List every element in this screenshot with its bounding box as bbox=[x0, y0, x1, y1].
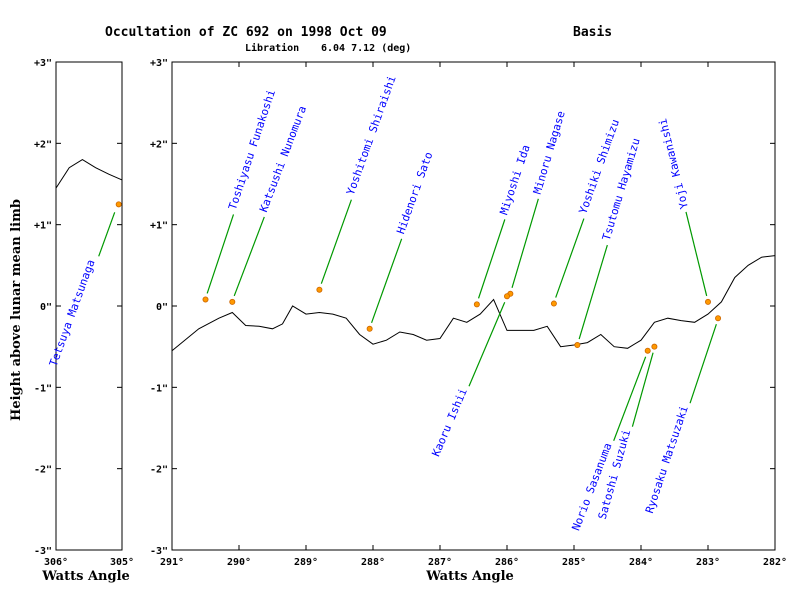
right-x-tick-label: 284° bbox=[629, 557, 653, 568]
right-x-tick-label: 290° bbox=[227, 557, 251, 568]
observation-point bbox=[715, 315, 722, 322]
observation-point bbox=[574, 342, 581, 349]
left-y-tick-label: -1" bbox=[34, 383, 52, 394]
right-y-tick-label: +1" bbox=[150, 221, 168, 232]
right-y-tick-label: +3" bbox=[150, 58, 168, 69]
leader-line bbox=[468, 302, 506, 387]
observation-point bbox=[651, 343, 658, 350]
left-y-tick-label: +2" bbox=[34, 139, 52, 150]
left-panel: +3" +2" +1" 0" -1" -2" -3"306° 305° Tetsuya Mats… bbox=[34, 58, 134, 568]
observation-point bbox=[644, 347, 651, 354]
observation-point bbox=[366, 325, 373, 332]
observation-point bbox=[229, 298, 236, 305]
leader-line bbox=[613, 356, 647, 441]
right-y-tick-label: -2" bbox=[150, 465, 168, 476]
observer-name-label: Ryosaku Matsuzaki bbox=[643, 404, 691, 515]
leader-line bbox=[233, 216, 265, 297]
observer-name-label: Hidenori Sato bbox=[394, 150, 435, 235]
left-y-tick-label: +1" bbox=[34, 221, 52, 232]
right-y-tick-label: 0" bbox=[156, 302, 168, 313]
observer-name-label: Miyoshi Ida bbox=[497, 143, 532, 216]
right-x-tick-label: 289° bbox=[294, 557, 318, 568]
left-x-axis-title: Watts Angle bbox=[41, 569, 130, 584]
basis-label: Basis bbox=[573, 25, 612, 40]
left-plot-frame bbox=[55, 61, 123, 551]
right-x-tick-label: 287° bbox=[428, 557, 452, 568]
right-panel: +3" +2" +1" 0" -1" -2" -3"291° 290° 289° 288° 287°… bbox=[150, 58, 787, 568]
left-limb-profile-line bbox=[55, 159, 123, 189]
libration-values: 6.04 7.12 (deg) bbox=[321, 43, 411, 54]
observation-point bbox=[705, 298, 712, 305]
observer-name-label: Tetsuya Matsunaga bbox=[47, 258, 98, 368]
leader-line bbox=[555, 218, 585, 298]
observer-name-label: Yoji Kawanishi bbox=[656, 117, 691, 210]
leader-line bbox=[631, 352, 654, 427]
leader-line bbox=[206, 214, 235, 294]
observation-point bbox=[503, 293, 510, 300]
left-y-tick-label: -3" bbox=[34, 546, 52, 557]
leader-line bbox=[685, 211, 708, 297]
left-y-tick-label: +3" bbox=[34, 58, 52, 69]
left-x-tick-label: 305° bbox=[110, 557, 134, 568]
right-x-tick-label: 285° bbox=[562, 557, 586, 568]
right-x-axis-title: Watts Angle bbox=[425, 569, 514, 584]
leader-line bbox=[578, 244, 608, 340]
left-y-tick-label: 0" bbox=[40, 302, 52, 313]
leader-line bbox=[689, 324, 717, 404]
left-x-tick-label: 306° bbox=[44, 557, 68, 568]
right-x-tick-label: 286° bbox=[495, 557, 519, 568]
right-x-tick-label: 291° bbox=[160, 557, 184, 568]
right-x-tick-label: 282° bbox=[763, 557, 787, 568]
observer-name-label: Yoshitomi Shiraishi bbox=[344, 74, 399, 197]
libration-label: Libration bbox=[245, 42, 299, 54]
observation-point bbox=[316, 286, 323, 293]
right-limb-profile-line bbox=[171, 255, 776, 352]
observation-point bbox=[115, 201, 122, 208]
observation-point bbox=[202, 296, 209, 303]
observation-point bbox=[550, 300, 557, 307]
observer-name-label: Kaoru Ishii bbox=[429, 386, 469, 458]
leader-line bbox=[320, 199, 352, 284]
right-x-tick-label: 288° bbox=[361, 557, 385, 568]
observation-point bbox=[473, 301, 480, 308]
leader-line bbox=[98, 212, 116, 257]
leader-line bbox=[511, 198, 539, 288]
right-y-tick-label: -1" bbox=[150, 383, 168, 394]
right-x-tick-label: 283° bbox=[696, 557, 720, 568]
y-axis-title: Height above lunar mean limb bbox=[9, 199, 24, 421]
leader-line bbox=[371, 238, 403, 323]
leader-line bbox=[477, 219, 506, 299]
right-y-tick-label: +2" bbox=[150, 139, 168, 150]
observer-name-label: Minoru Nagase bbox=[531, 109, 568, 195]
chart-title: Occultation of ZC 692 on 1998 Oct 09 bbox=[105, 25, 387, 40]
right-y-tick-label: -3" bbox=[150, 546, 168, 557]
left-y-tick-label: -2" bbox=[34, 465, 52, 476]
